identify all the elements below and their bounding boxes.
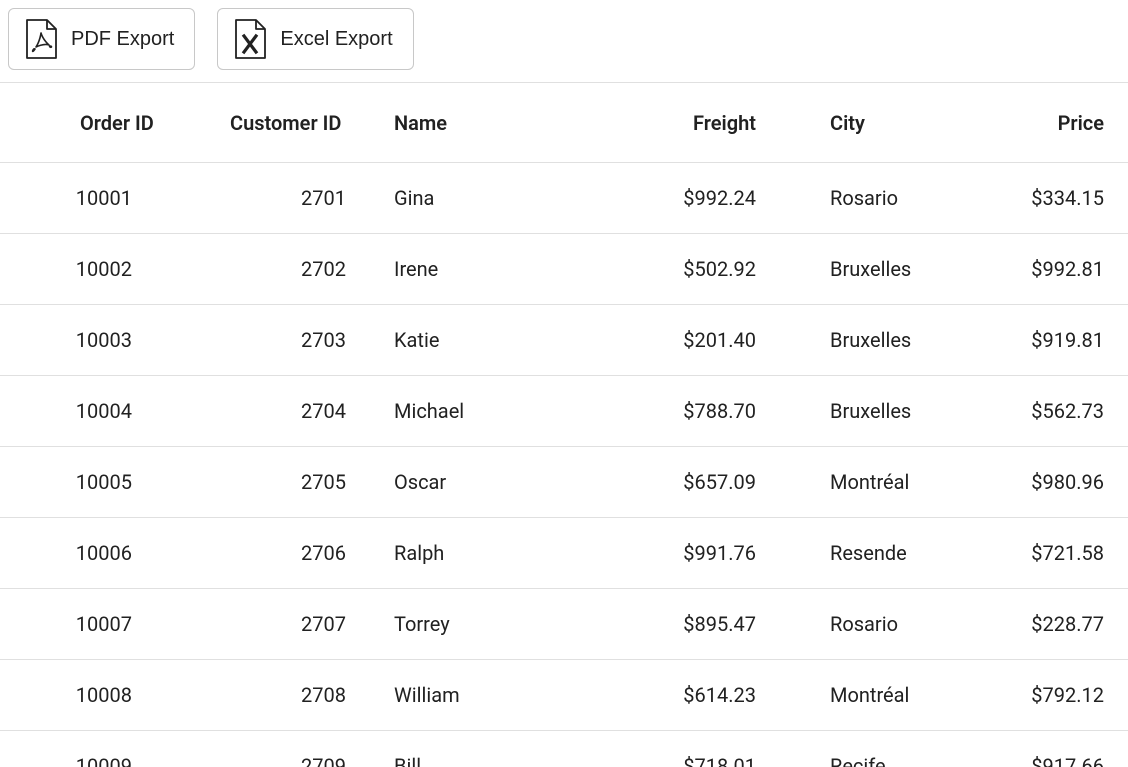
cell-name: Oscar [370, 470, 630, 494]
cell-order-id: 10008 [0, 683, 180, 707]
column-header-order-id[interactable]: Order ID [0, 111, 180, 135]
column-header-price[interactable]: Price [1000, 111, 1128, 135]
cell-freight: $502.92 [630, 257, 780, 281]
cell-price: $562.73 [1000, 399, 1128, 423]
cell-city: Bruxelles [780, 257, 1000, 281]
grid-body: 100012701Gina$992.24Rosario$334.15100022… [0, 163, 1128, 767]
cell-order-id: 10006 [0, 541, 180, 565]
excel-export-label: Excel Export [280, 29, 392, 49]
table-row[interactable]: 100032703Katie$201.40Bruxelles$919.81 [0, 305, 1128, 376]
cell-price: $334.15 [1000, 186, 1128, 210]
cell-order-id: 10005 [0, 470, 180, 494]
table-row[interactable]: 100082708William$614.23Montréal$792.12 [0, 660, 1128, 731]
cell-price: $792.12 [1000, 683, 1128, 707]
cell-name: Michael [370, 399, 630, 423]
cell-name: Bill [370, 754, 630, 767]
table-row[interactable]: 100012701Gina$992.24Rosario$334.15 [0, 163, 1128, 234]
cell-city: Resende [780, 541, 1000, 565]
cell-name: Ralph [370, 541, 630, 565]
cell-customer-id: 2709 [180, 754, 370, 767]
cell-order-id: 10009 [0, 754, 180, 767]
cell-city: Bruxelles [780, 328, 1000, 352]
excel-icon [232, 19, 266, 59]
column-header-name[interactable]: Name [370, 111, 630, 135]
cell-price: $980.96 [1000, 470, 1128, 494]
cell-customer-id: 2701 [180, 186, 370, 210]
cell-name: Katie [370, 328, 630, 352]
data-grid: Order ID Customer ID Name Freight City P… [0, 83, 1128, 767]
column-header-customer-id[interactable]: Customer ID [180, 111, 370, 135]
cell-price: $992.81 [1000, 257, 1128, 281]
cell-name: Irene [370, 257, 630, 281]
cell-price: $721.58 [1000, 541, 1128, 565]
cell-price: $228.77 [1000, 612, 1128, 636]
cell-customer-id: 2702 [180, 257, 370, 281]
pdf-export-label: PDF Export [71, 29, 174, 49]
cell-city: Recife [780, 754, 1000, 767]
cell-customer-id: 2705 [180, 470, 370, 494]
table-row[interactable]: 100072707Torrey$895.47Rosario$228.77 [0, 589, 1128, 660]
cell-name: Torrey [370, 612, 630, 636]
cell-order-id: 10007 [0, 612, 180, 636]
cell-customer-id: 2708 [180, 683, 370, 707]
pdf-icon [23, 19, 57, 59]
cell-freight: $991.76 [630, 541, 780, 565]
cell-price: $917.66 [1000, 754, 1128, 767]
toolbar: PDF Export Excel Export [0, 0, 1128, 83]
cell-city: Rosario [780, 186, 1000, 210]
cell-customer-id: 2706 [180, 541, 370, 565]
table-row[interactable]: 100092709Bill$718.01Recife$917.66 [0, 731, 1128, 767]
cell-customer-id: 2704 [180, 399, 370, 423]
table-row[interactable]: 100042704Michael$788.70Bruxelles$562.73 [0, 376, 1128, 447]
cell-freight: $788.70 [630, 399, 780, 423]
cell-freight: $895.47 [630, 612, 780, 636]
cell-order-id: 10002 [0, 257, 180, 281]
cell-name: Gina [370, 186, 630, 210]
cell-order-id: 10001 [0, 186, 180, 210]
cell-name: William [370, 683, 630, 707]
grid-header-row: Order ID Customer ID Name Freight City P… [0, 83, 1128, 163]
cell-freight: $657.09 [630, 470, 780, 494]
cell-order-id: 10004 [0, 399, 180, 423]
table-row[interactable]: 100052705Oscar$657.09Montréal$980.96 [0, 447, 1128, 518]
cell-price: $919.81 [1000, 328, 1128, 352]
cell-customer-id: 2703 [180, 328, 370, 352]
excel-export-button[interactable]: Excel Export [217, 8, 413, 70]
cell-city: Bruxelles [780, 399, 1000, 423]
cell-city: Rosario [780, 612, 1000, 636]
cell-order-id: 10003 [0, 328, 180, 352]
table-row[interactable]: 100022702Irene$502.92Bruxelles$992.81 [0, 234, 1128, 305]
cell-freight: $992.24 [630, 186, 780, 210]
pdf-export-button[interactable]: PDF Export [8, 8, 195, 70]
cell-freight: $718.01 [630, 754, 780, 767]
cell-freight: $614.23 [630, 683, 780, 707]
cell-city: Montréal [780, 683, 1000, 707]
cell-city: Montréal [780, 470, 1000, 494]
column-header-city[interactable]: City [780, 111, 1000, 135]
cell-customer-id: 2707 [180, 612, 370, 636]
column-header-freight[interactable]: Freight [630, 111, 780, 135]
cell-freight: $201.40 [630, 328, 780, 352]
table-row[interactable]: 100062706Ralph$991.76Resende$721.58 [0, 518, 1128, 589]
